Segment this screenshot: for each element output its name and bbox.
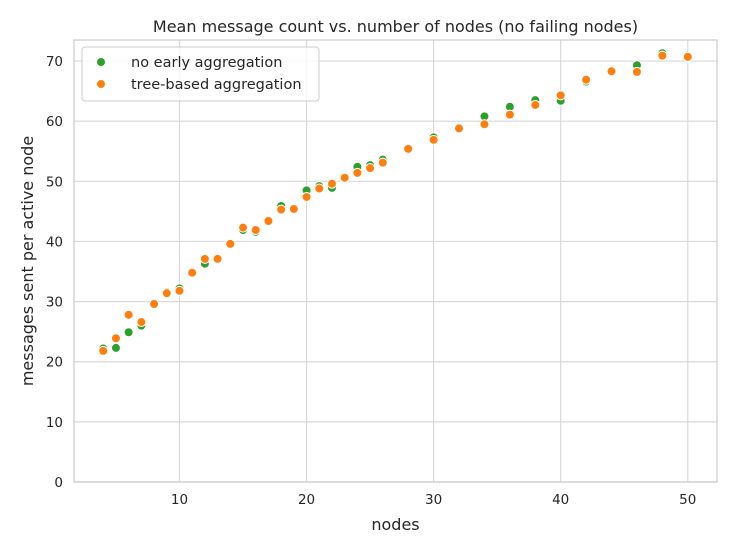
legend-marker-no-early-aggregation bbox=[96, 57, 106, 67]
x-tick-label: 10 bbox=[171, 492, 188, 508]
data-point bbox=[530, 99, 541, 110]
data-point bbox=[352, 167, 363, 178]
data-point bbox=[504, 109, 515, 120]
data-points bbox=[98, 48, 693, 356]
plot-frame bbox=[73, 39, 718, 483]
data-point bbox=[657, 50, 668, 61]
y-tick-labels: 0 10 20 30 40 50 60 70 bbox=[46, 54, 63, 491]
x-tick-label: 50 bbox=[679, 492, 696, 508]
data-point bbox=[428, 134, 439, 145]
y-tick-label: 50 bbox=[46, 174, 63, 190]
data-point bbox=[479, 119, 490, 130]
data-point bbox=[225, 238, 236, 249]
data-point bbox=[238, 222, 249, 233]
data-point bbox=[314, 183, 325, 194]
data-point bbox=[326, 178, 337, 189]
plot-area bbox=[74, 40, 717, 482]
legend-box bbox=[81, 46, 320, 102]
data-point bbox=[199, 253, 210, 264]
data-point bbox=[555, 90, 566, 101]
data-point bbox=[377, 157, 388, 168]
data-point bbox=[454, 123, 465, 134]
legend: no early aggregation tree-based aggregat… bbox=[81, 46, 320, 102]
data-point bbox=[98, 345, 109, 356]
data-point bbox=[606, 66, 617, 77]
data-point bbox=[682, 51, 693, 62]
data-point bbox=[339, 172, 350, 183]
data-point bbox=[136, 317, 147, 328]
x-tick-label: 30 bbox=[425, 492, 442, 508]
chart-title: Mean message count vs. number of nodes (… bbox=[153, 17, 638, 36]
data-point bbox=[174, 285, 185, 296]
data-point bbox=[250, 225, 261, 236]
y-tick-label: 0 bbox=[54, 475, 63, 491]
data-point bbox=[365, 163, 376, 174]
data-point bbox=[161, 288, 172, 299]
y-tick-label: 30 bbox=[46, 295, 63, 311]
data-point bbox=[123, 309, 134, 320]
y-axis-label: messages sent per active node bbox=[18, 136, 37, 386]
y-tick-label: 70 bbox=[46, 54, 63, 70]
data-point bbox=[631, 66, 642, 77]
y-tick-label: 60 bbox=[46, 114, 63, 130]
x-axis-label: nodes bbox=[371, 515, 419, 534]
data-point bbox=[110, 342, 121, 353]
data-point bbox=[187, 267, 198, 278]
series-1 bbox=[98, 50, 693, 356]
data-point bbox=[110, 333, 121, 344]
y-tick-label: 40 bbox=[46, 234, 63, 250]
data-point bbox=[123, 327, 134, 338]
data-point bbox=[403, 143, 414, 154]
y-tick-label: 10 bbox=[46, 415, 63, 431]
x-tick-label: 40 bbox=[552, 492, 569, 508]
data-point bbox=[581, 74, 592, 85]
legend-marker-tree-based-aggregation bbox=[96, 79, 106, 89]
data-point bbox=[149, 298, 160, 309]
data-point bbox=[276, 204, 287, 215]
legend-label-no-early-aggregation: no early aggregation bbox=[131, 55, 282, 71]
data-point bbox=[212, 253, 223, 264]
data-point bbox=[288, 203, 299, 214]
data-point bbox=[301, 191, 312, 202]
y-tick-label: 20 bbox=[46, 355, 63, 371]
data-point bbox=[263, 216, 274, 227]
x-tick-label: 20 bbox=[298, 492, 315, 508]
legend-label-tree-based-aggregation: tree-based aggregation bbox=[131, 77, 302, 93]
x-tick-labels: 10 20 30 40 50 bbox=[171, 492, 696, 508]
